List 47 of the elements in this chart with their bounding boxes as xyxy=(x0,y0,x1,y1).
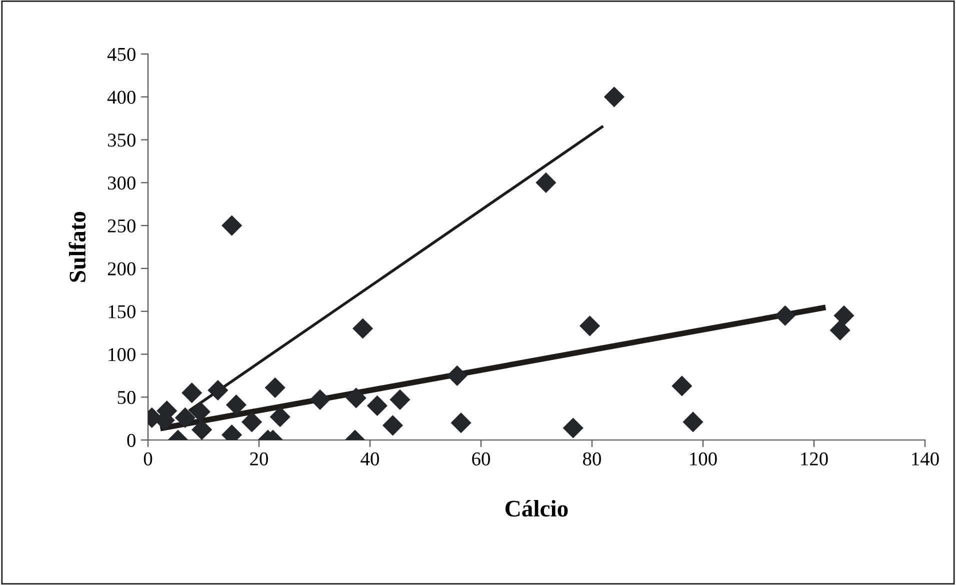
x-tick-label: 0 xyxy=(144,452,152,466)
point xyxy=(579,316,600,336)
point xyxy=(346,388,366,408)
point xyxy=(241,412,262,432)
point xyxy=(192,419,212,440)
point xyxy=(182,382,202,404)
point xyxy=(830,320,850,341)
y-tick-label: 250 xyxy=(108,219,136,232)
y-tick-label: 150 xyxy=(108,305,136,318)
point xyxy=(834,305,854,326)
y-tick-label: 0 xyxy=(127,434,136,447)
point xyxy=(226,394,247,416)
point xyxy=(682,412,704,432)
point xyxy=(536,172,556,193)
x-tick-label: 80 xyxy=(583,452,601,466)
x-tick-label: 60 xyxy=(472,452,490,466)
point xyxy=(264,377,286,398)
point xyxy=(366,395,388,416)
x-tick-label: 40 xyxy=(360,452,379,466)
x-tick-label: 140 xyxy=(912,452,939,466)
y-tick-label: 450 xyxy=(107,48,136,61)
point xyxy=(774,305,796,326)
x-tick-label: 100 xyxy=(690,452,717,466)
point xyxy=(446,365,468,386)
y-tick-label: 350 xyxy=(108,134,136,147)
point xyxy=(672,376,692,396)
point xyxy=(208,380,228,401)
y-tick-label: 400 xyxy=(107,90,136,104)
point xyxy=(604,86,624,108)
x-tick-label: 120 xyxy=(801,452,828,466)
y-tick-label: 100 xyxy=(108,348,136,362)
point xyxy=(382,415,404,436)
x-axis-title: Cálcio xyxy=(506,500,568,517)
point xyxy=(222,215,242,236)
point xyxy=(174,407,196,428)
point xyxy=(270,406,290,428)
y-axis-title: Sulfato xyxy=(68,212,86,282)
x-tick-label: 20 xyxy=(250,452,268,466)
y-tick-label: 300 xyxy=(108,176,136,190)
point xyxy=(310,389,330,410)
point xyxy=(562,418,584,438)
point xyxy=(190,401,210,422)
y-tick-label: 50 xyxy=(118,390,136,404)
point xyxy=(390,389,410,410)
point xyxy=(352,318,374,339)
y-tick-label: 200 xyxy=(108,262,136,276)
point xyxy=(450,412,472,434)
